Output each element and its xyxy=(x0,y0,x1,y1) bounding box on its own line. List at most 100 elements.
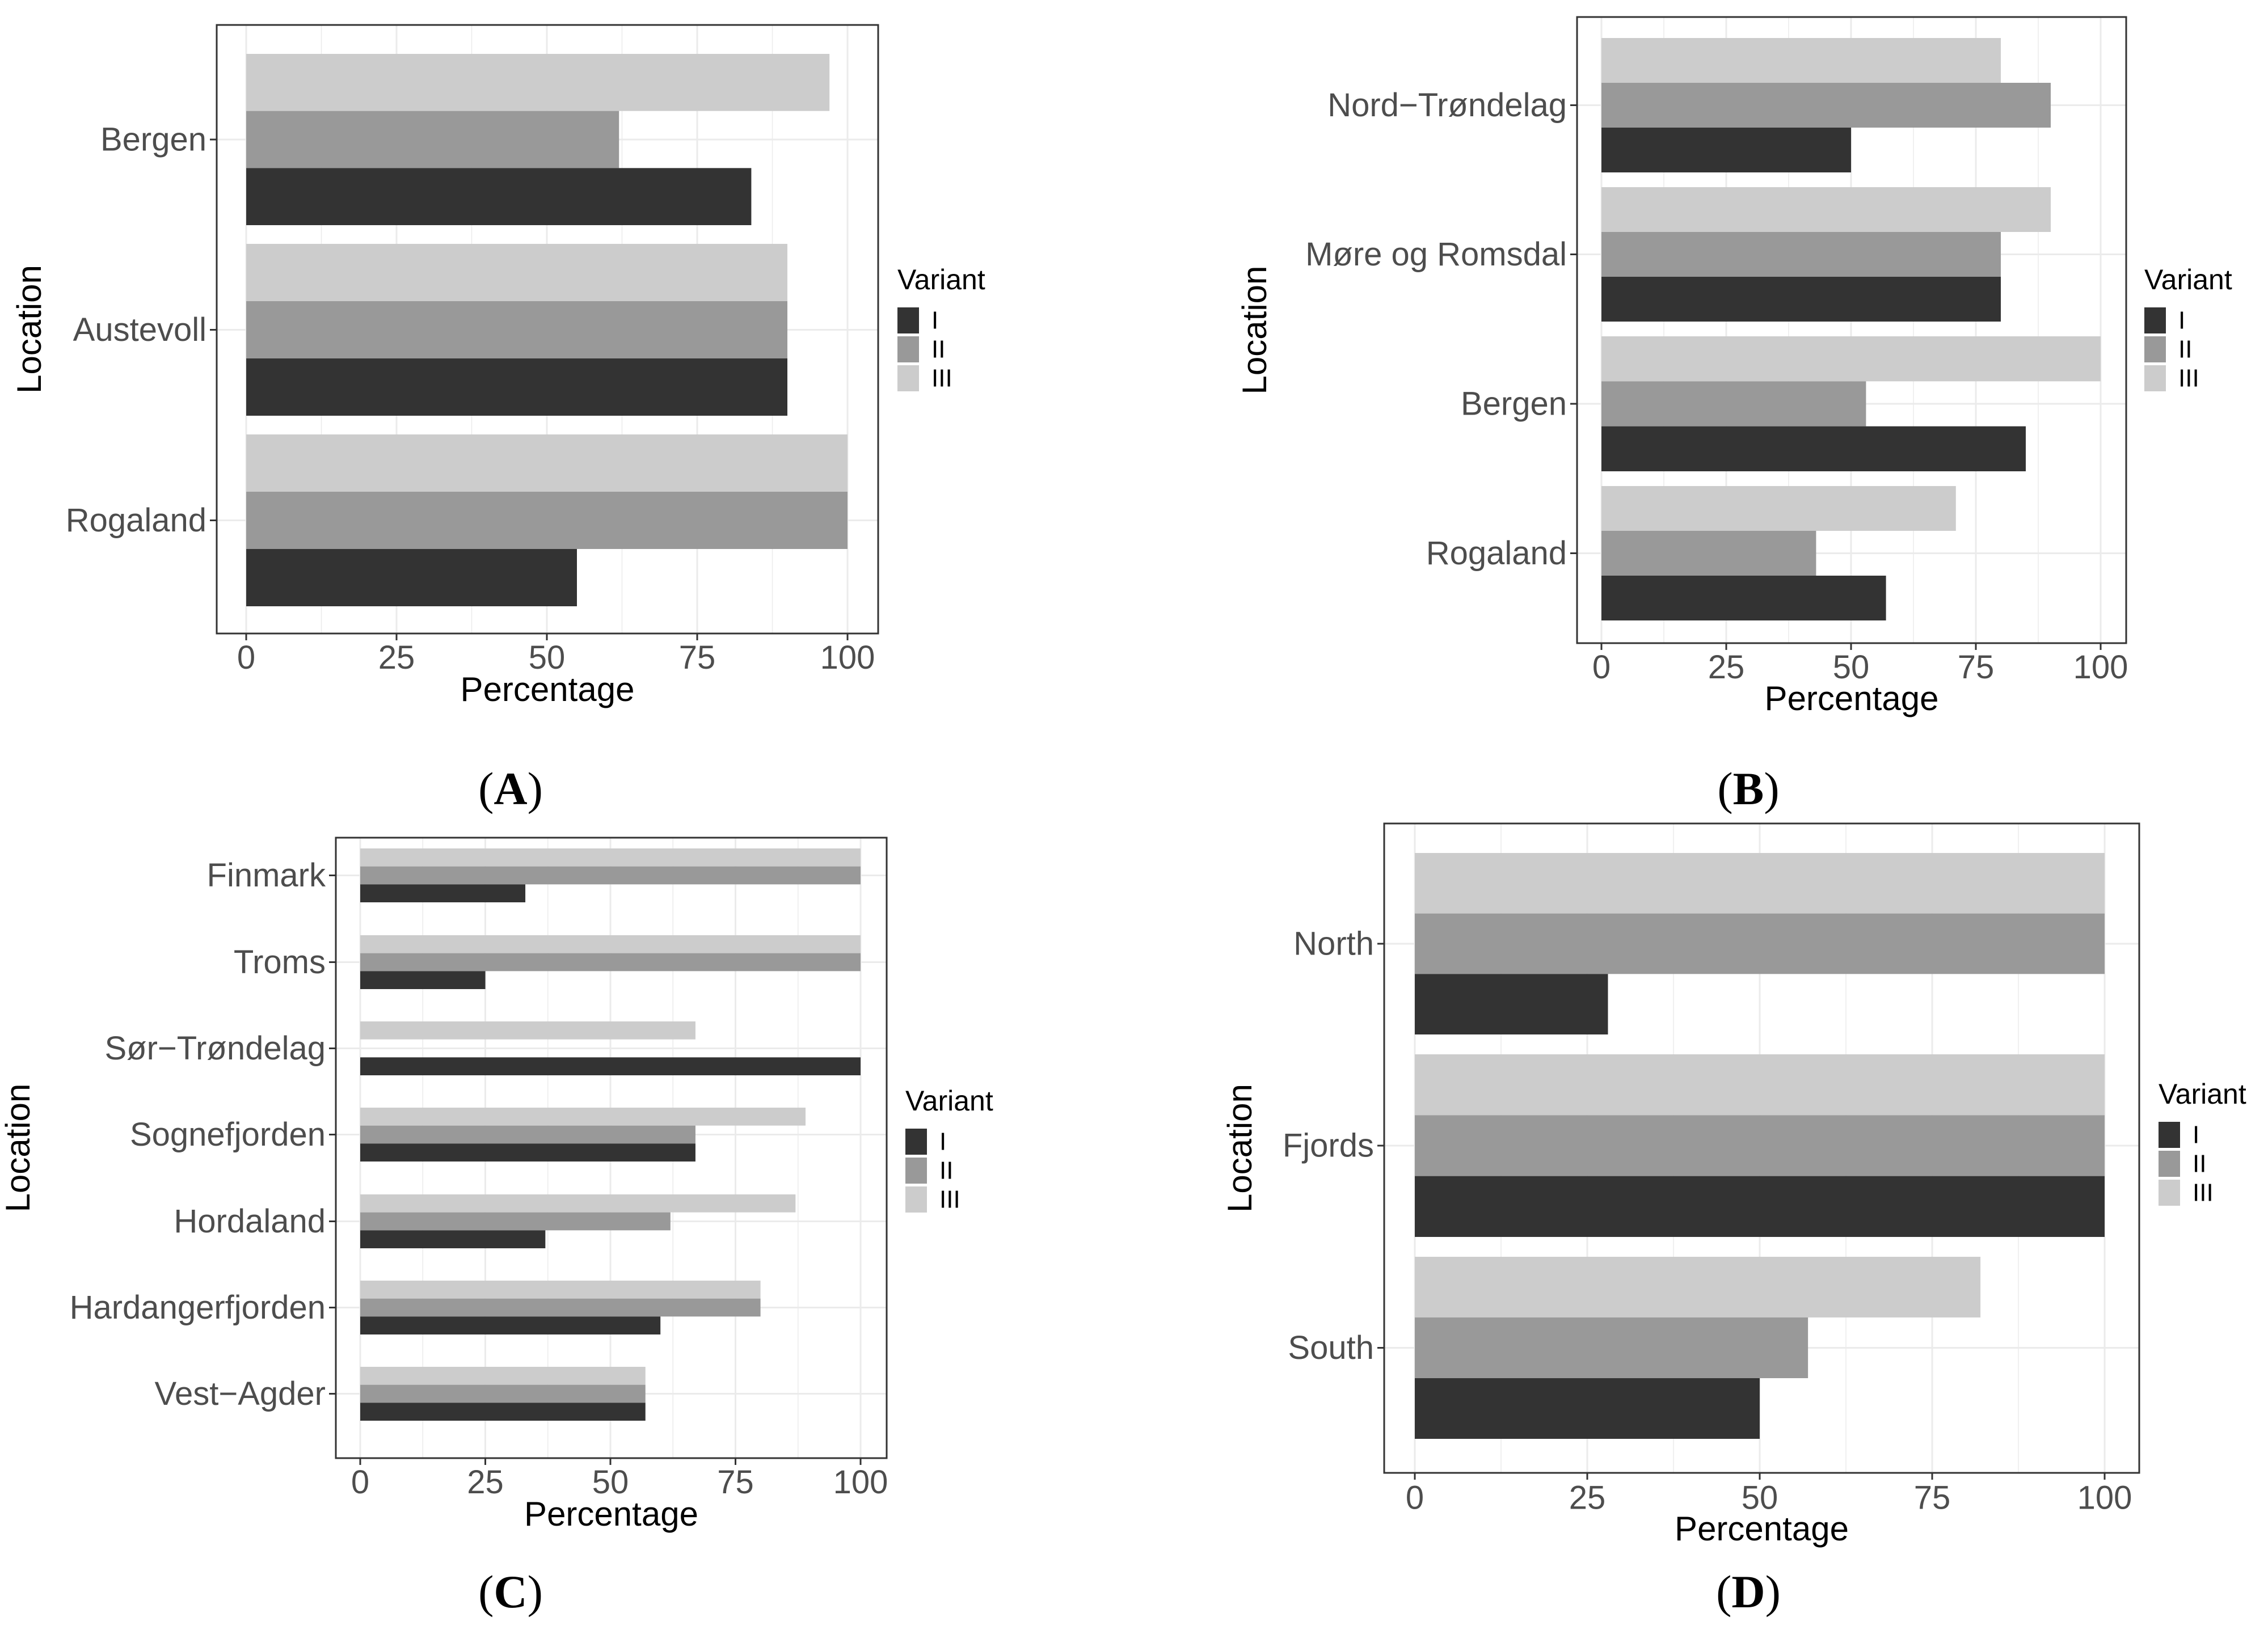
legend-label-ii: II xyxy=(2193,1150,2206,1178)
x-tick-label: 100 xyxy=(833,1464,888,1501)
legend-title: Variant xyxy=(905,1085,993,1117)
legend-key-iii xyxy=(897,365,919,391)
bar-austevoll-variant-iii xyxy=(246,244,787,301)
bar-vest-agder-variant-iii xyxy=(360,1367,646,1385)
legend-key-iii xyxy=(2144,365,2166,391)
x-tick-label: 0 xyxy=(1406,1480,1424,1517)
panel-caption: (C) xyxy=(478,1566,543,1617)
x-tick-label: 100 xyxy=(820,639,875,676)
x-tick-label: 75 xyxy=(717,1464,754,1501)
x-tick-label: 75 xyxy=(679,639,716,676)
bar-hordaland-variant-iii xyxy=(360,1194,796,1213)
legend-title: Variant xyxy=(897,264,985,295)
legend-label-ii: II xyxy=(2178,336,2192,364)
panel-caption: (D) xyxy=(1716,1566,1781,1617)
bar-north-variant-i xyxy=(1415,974,1608,1034)
bar-fjords-variant-i xyxy=(1415,1176,2105,1237)
legend-key-ii xyxy=(2144,336,2166,362)
caption-open-paren: ( xyxy=(1717,763,1732,814)
legend-title: Variant xyxy=(2159,1078,2246,1110)
bar-sognefjorden-variant-i xyxy=(360,1143,695,1162)
bar-rogaland-variant-iii xyxy=(1601,486,1956,531)
caption-letter: A xyxy=(494,763,527,814)
bar-south-variant-ii xyxy=(1415,1317,1809,1378)
legend-key-ii xyxy=(905,1158,927,1184)
caption-letter: B xyxy=(1733,763,1764,814)
bar-finmark-variant-ii xyxy=(360,866,861,885)
x-tick-label: 25 xyxy=(467,1464,504,1501)
panel-caption: (B) xyxy=(1717,763,1779,814)
x-axis-title: Percentage xyxy=(1765,679,1939,717)
y-tick-label-bergen: Bergen xyxy=(100,121,206,158)
bar-sognefjorden-variant-ii xyxy=(360,1125,695,1144)
legend-label-iii: III xyxy=(2193,1179,2214,1207)
x-tick-label: 100 xyxy=(2073,649,2128,686)
x-axis-title: Percentage xyxy=(524,1495,698,1533)
bar-vest-agder-variant-ii xyxy=(360,1384,646,1403)
bar-north-variant-iii xyxy=(1415,853,2105,914)
bar-hordaland-variant-ii xyxy=(360,1212,671,1231)
y-tick-label-north: North xyxy=(1293,926,1374,962)
bar-bergen-variant-iii xyxy=(246,54,830,111)
bar-hordaland-variant-i xyxy=(360,1230,546,1248)
x-tick-label: 100 xyxy=(2077,1480,2132,1517)
bar-rogaland-variant-i xyxy=(246,549,577,606)
x-tick-label: 50 xyxy=(1742,1480,1778,1517)
y-tick-label-vest-agder: Vest−Agder xyxy=(155,1375,326,1412)
bar-m-re-og-romsdal-variant-i xyxy=(1601,277,2001,322)
caption-open-paren: ( xyxy=(478,1566,494,1617)
y-tick-label-fjords: Fjords xyxy=(1283,1127,1374,1164)
bar-troms-variant-iii xyxy=(360,935,861,953)
caption-close-paren: ) xyxy=(1764,763,1779,814)
y-axis-title: Location xyxy=(1236,266,1274,395)
x-axis-title: Percentage xyxy=(1675,1510,1849,1548)
legend-key-ii xyxy=(2159,1151,2180,1177)
x-axis-title: Percentage xyxy=(461,670,635,708)
legend-label-iii: III xyxy=(939,1186,960,1214)
legend-label-i: I xyxy=(2178,307,2185,335)
x-tick-label: 50 xyxy=(1833,649,1870,686)
y-tick-label-m-re-og-romsdal: Møre og Romsdal xyxy=(1305,236,1567,273)
legend-label-ii: II xyxy=(939,1157,953,1185)
y-tick-label-sognefjorden: Sognefjorden xyxy=(130,1116,326,1153)
bar-rogaland-variant-ii xyxy=(1601,531,1816,576)
bar-bergen-variant-iii xyxy=(1601,336,2101,382)
caption-letter: D xyxy=(1731,1566,1765,1617)
y-tick-label-s-r-tr-ndelag: Sør−Trøndelag xyxy=(105,1030,326,1067)
y-tick-label-south: South xyxy=(1288,1329,1374,1366)
y-axis-title: Location xyxy=(0,1084,37,1213)
bar-troms-variant-i xyxy=(360,971,486,989)
x-tick-label: 0 xyxy=(237,639,255,676)
bar-s-r-tr-ndelag-variant-i xyxy=(360,1057,861,1075)
legend-title: Variant xyxy=(2144,264,2232,295)
caption-open-paren: ( xyxy=(1716,1566,1731,1617)
bars xyxy=(1601,38,2101,620)
bar-hardangerfjorden-variant-iii xyxy=(360,1281,761,1299)
bar-north-variant-ii xyxy=(1415,913,2105,974)
bar-austevoll-variant-ii xyxy=(246,301,787,358)
legend-key-iii xyxy=(2159,1180,2180,1206)
bars xyxy=(246,54,848,606)
y-tick-label-finmark: Finmark xyxy=(207,857,326,894)
legend-key-ii xyxy=(897,336,919,362)
y-tick-label-hardangerfjorden: Hardangerfjorden xyxy=(70,1289,326,1326)
bars xyxy=(1415,853,2105,1439)
panel-border xyxy=(1383,822,2140,1474)
x-tick-label: 75 xyxy=(1914,1480,1951,1517)
bar-rogaland-variant-ii xyxy=(246,492,848,549)
legend-label-i: I xyxy=(939,1128,946,1156)
x-tick-label: 25 xyxy=(1708,649,1745,686)
caption-open-paren: ( xyxy=(478,763,494,814)
caption-close-paren: ) xyxy=(528,1566,543,1617)
y-tick-label-rogaland: Rogaland xyxy=(66,502,206,539)
chart-panel-a: Bergen Austevoll Rogaland 0 25 50 75 100 Percent… xyxy=(10,24,985,814)
x-tick-label: 50 xyxy=(529,639,566,676)
chart-panel-b: Nord−Trøndelag Møre og Romsdal Bergen Rogal… xyxy=(1236,16,2232,814)
legend-label-iii: III xyxy=(931,365,952,392)
bar-hardangerfjorden-variant-i xyxy=(360,1316,661,1334)
x-tick-label: 25 xyxy=(1569,1480,1606,1517)
